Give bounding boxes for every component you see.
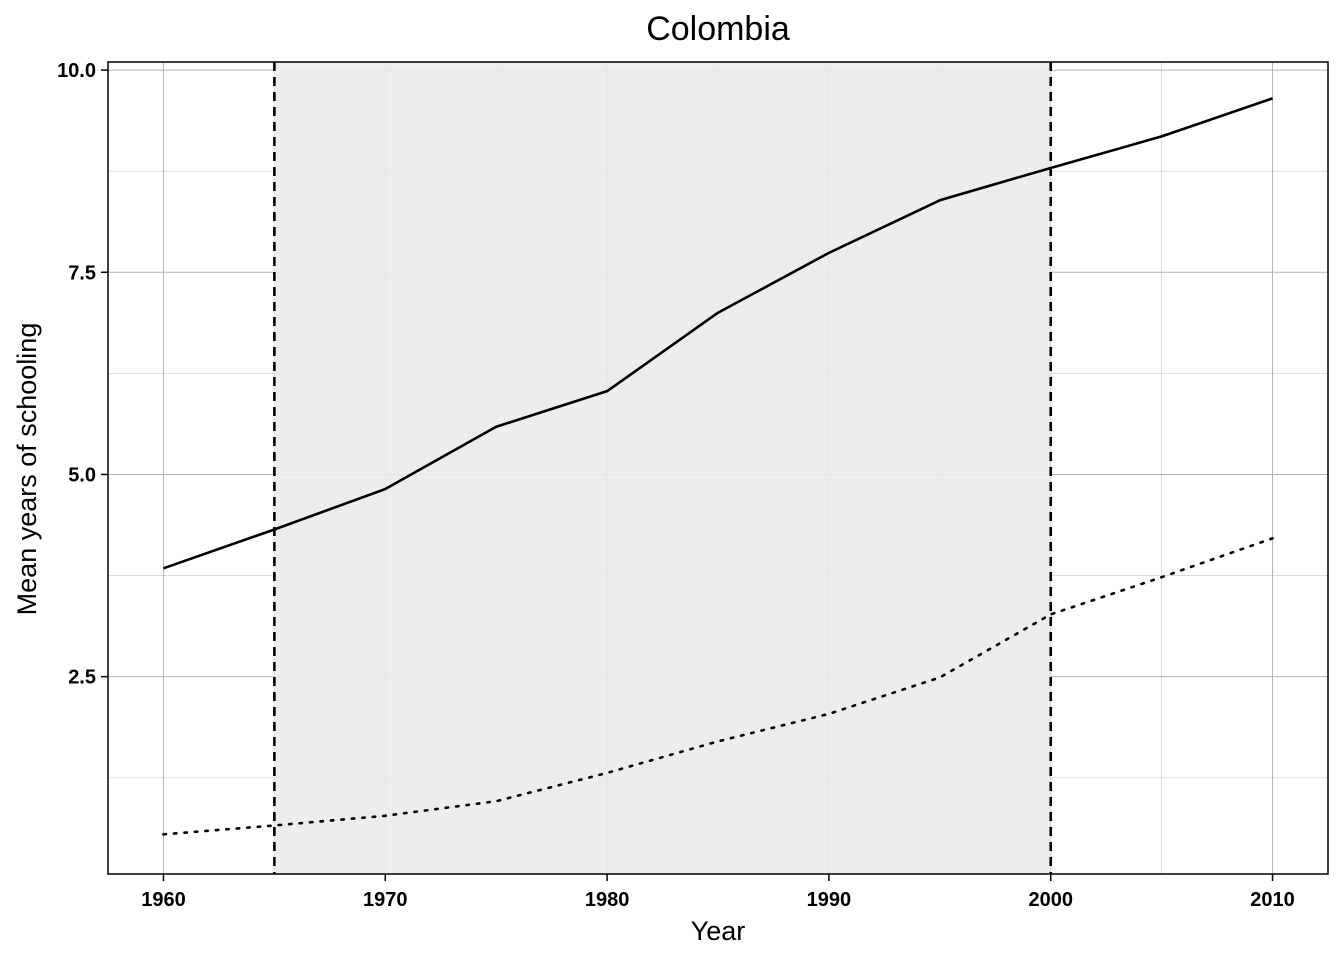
chart-title: Colombia [646, 10, 790, 48]
plot-frame [107, 61, 1329, 875]
x-tick-label: 1990 [807, 889, 852, 911]
y-tick-label: 7.5 [68, 262, 96, 284]
y-tick-label: 2.5 [68, 667, 96, 689]
y-tick-label: 10.0 [57, 60, 96, 82]
shaded-region-layer [274, 62, 1051, 874]
series-line-solid [163, 97, 1273, 570]
plot-frame-layer [107, 61, 1329, 875]
y-tick-label: 5.0 [68, 464, 96, 486]
x-tick-label: 1970 [363, 889, 408, 911]
axis-ticks: 1960 1970 1980 1990 2000 2010 2.5 5.0 7.5 10.0 [57, 60, 1295, 911]
x-tick-label: 1960 [141, 889, 186, 911]
shaded-period [274, 62, 1051, 874]
y-axis-title: Mean years of schooling [12, 323, 42, 616]
series-layer [162, 97, 1274, 836]
x-axis-title: Year [691, 916, 746, 946]
vertical-reference-lines [273, 62, 1053, 874]
x-tick-label: 2010 [1250, 889, 1295, 911]
x-tick-label: 2000 [1028, 889, 1073, 911]
x-tick-label: 1980 [585, 889, 630, 911]
